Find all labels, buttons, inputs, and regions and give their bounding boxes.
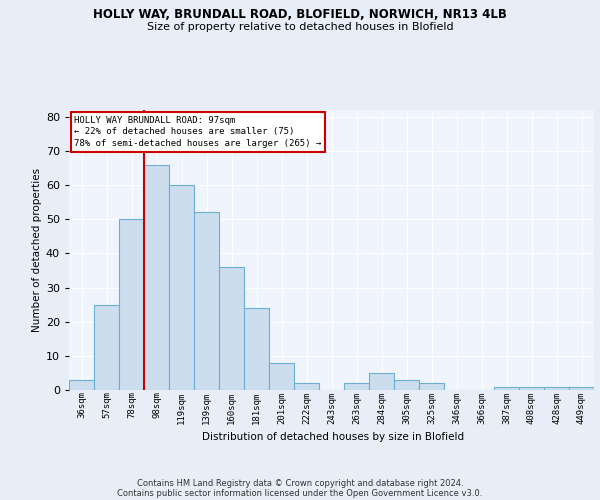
Text: Contains public sector information licensed under the Open Government Licence v3: Contains public sector information licen…	[118, 488, 482, 498]
Bar	[369, 373, 394, 390]
Bar	[294, 383, 319, 390]
Bar	[394, 380, 419, 390]
Text: Contains HM Land Registry data © Crown copyright and database right 2024.: Contains HM Land Registry data © Crown c…	[137, 478, 463, 488]
Bar	[519, 386, 544, 390]
Bar	[219, 267, 244, 390]
Bar	[494, 386, 519, 390]
Bar	[169, 185, 194, 390]
Bar	[194, 212, 219, 390]
Text: HOLLY WAY, BRUNDALL ROAD, BLOFIELD, NORWICH, NR13 4LB: HOLLY WAY, BRUNDALL ROAD, BLOFIELD, NORW…	[93, 8, 507, 20]
Text: Distribution of detached houses by size in Blofield: Distribution of detached houses by size …	[202, 432, 464, 442]
Bar	[569, 386, 594, 390]
Y-axis label: Number of detached properties: Number of detached properties	[32, 168, 41, 332]
Bar	[544, 386, 569, 390]
Text: HOLLY WAY BRUNDALL ROAD: 97sqm
← 22% of detached houses are smaller (75)
78% of : HOLLY WAY BRUNDALL ROAD: 97sqm ← 22% of …	[74, 116, 322, 148]
Bar	[419, 383, 444, 390]
Bar	[144, 164, 169, 390]
Bar	[269, 362, 294, 390]
Bar	[94, 304, 119, 390]
Bar	[69, 380, 94, 390]
Text: Size of property relative to detached houses in Blofield: Size of property relative to detached ho…	[146, 22, 454, 32]
Bar	[119, 220, 144, 390]
Bar	[344, 383, 369, 390]
Bar	[244, 308, 269, 390]
